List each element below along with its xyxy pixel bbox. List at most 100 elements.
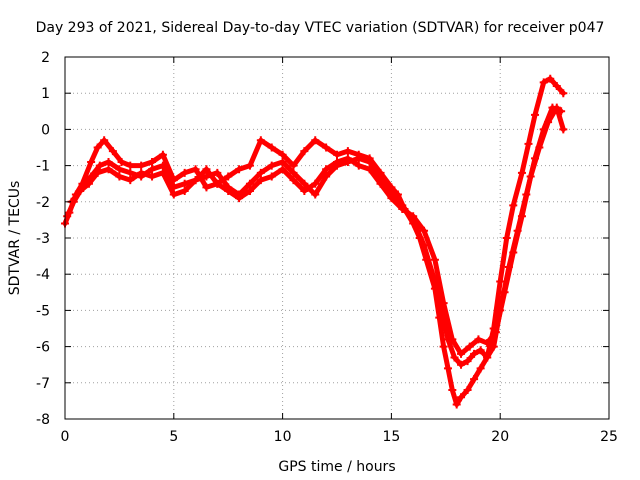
data-point bbox=[191, 176, 200, 185]
data-point bbox=[535, 143, 544, 152]
y-tick-label: -3 bbox=[36, 231, 50, 247]
data-point bbox=[267, 143, 276, 152]
data-point bbox=[544, 118, 553, 127]
data-point bbox=[354, 154, 363, 163]
data-point bbox=[93, 168, 102, 177]
y-tick-label: -5 bbox=[36, 303, 50, 319]
data-point bbox=[457, 360, 466, 369]
x-tick-label: 25 bbox=[600, 429, 618, 445]
data-point bbox=[354, 161, 363, 170]
data-point bbox=[100, 136, 109, 145]
data-point bbox=[398, 205, 407, 214]
data-point bbox=[311, 179, 320, 188]
y-tick-label: -4 bbox=[36, 267, 50, 283]
data-point bbox=[559, 125, 568, 134]
data-point bbox=[289, 168, 298, 177]
data-point bbox=[517, 168, 526, 177]
data-point bbox=[476, 346, 485, 355]
data-point bbox=[517, 212, 526, 221]
data-point bbox=[148, 157, 157, 166]
data-point bbox=[115, 172, 124, 181]
y-tick-label: -1 bbox=[36, 159, 50, 175]
grid bbox=[65, 57, 609, 419]
data-point bbox=[289, 161, 298, 170]
data-point bbox=[387, 194, 396, 203]
data-point bbox=[311, 190, 320, 199]
data-point bbox=[115, 165, 124, 174]
axis-ticks bbox=[64, 56, 610, 420]
data-point bbox=[256, 176, 265, 185]
data-point bbox=[343, 154, 352, 163]
data-point bbox=[365, 157, 374, 166]
data-point bbox=[93, 143, 102, 152]
data-point bbox=[448, 335, 457, 344]
data-point bbox=[539, 78, 548, 87]
data-point bbox=[322, 143, 331, 152]
data-point bbox=[365, 165, 374, 174]
series-1 bbox=[61, 74, 568, 409]
data-point bbox=[502, 234, 511, 242]
data-point bbox=[267, 161, 276, 170]
data-point bbox=[224, 172, 233, 181]
data-point bbox=[289, 176, 298, 185]
series-layer bbox=[61, 74, 568, 409]
data-point bbox=[420, 241, 429, 250]
data-point bbox=[148, 165, 157, 174]
y-tick-label: -6 bbox=[36, 340, 50, 356]
data-point bbox=[552, 81, 561, 90]
data-point bbox=[531, 110, 540, 119]
data-point bbox=[158, 168, 167, 177]
data-point bbox=[322, 165, 331, 174]
data-point bbox=[84, 179, 93, 188]
data-point bbox=[430, 255, 439, 264]
data-point bbox=[470, 375, 479, 384]
data-point bbox=[245, 186, 254, 195]
data-point bbox=[552, 103, 561, 112]
data-point bbox=[202, 165, 211, 174]
data-point bbox=[443, 364, 452, 373]
data-point bbox=[213, 179, 222, 188]
data-point bbox=[483, 338, 492, 347]
data-point bbox=[463, 357, 472, 366]
data-point bbox=[224, 186, 233, 195]
data-point bbox=[158, 161, 167, 170]
data-point bbox=[180, 186, 189, 195]
data-point bbox=[245, 161, 254, 170]
data-point bbox=[409, 212, 418, 221]
data-point bbox=[256, 136, 265, 145]
data-point bbox=[420, 226, 429, 235]
x-tick-label: 0 bbox=[61, 429, 70, 445]
data-point bbox=[158, 150, 167, 159]
data-point bbox=[439, 299, 448, 308]
x-axis-label: GPS time / hours bbox=[278, 459, 395, 475]
data-point bbox=[463, 386, 472, 395]
data-point bbox=[180, 168, 189, 177]
y-tick-label: 1 bbox=[41, 86, 50, 102]
x-tick-label: 10 bbox=[274, 429, 292, 445]
data-point bbox=[95, 161, 104, 170]
data-point bbox=[87, 157, 96, 166]
x-tick-label: 20 bbox=[491, 429, 509, 445]
y-tick-label: -7 bbox=[36, 376, 50, 392]
data-point bbox=[465, 342, 474, 351]
data-point bbox=[509, 248, 518, 257]
data-point bbox=[457, 349, 466, 358]
data-point bbox=[300, 147, 309, 156]
data-point bbox=[483, 353, 492, 362]
x-tick-label: 15 bbox=[382, 429, 400, 445]
data-point bbox=[300, 186, 309, 195]
data-point bbox=[108, 147, 117, 156]
data-point bbox=[202, 183, 211, 192]
data-point bbox=[191, 165, 200, 174]
data-point bbox=[235, 194, 244, 203]
data-point bbox=[491, 328, 500, 337]
data-point bbox=[148, 172, 157, 181]
data-point bbox=[559, 89, 568, 98]
data-point bbox=[256, 168, 265, 177]
data-point bbox=[526, 172, 535, 181]
data-point bbox=[439, 342, 448, 351]
data-point bbox=[343, 147, 352, 156]
x-tick-labels: 0 5 10 15 20 25 bbox=[61, 429, 618, 445]
y-axis-label: SDTVAR / TECUs bbox=[7, 181, 23, 296]
